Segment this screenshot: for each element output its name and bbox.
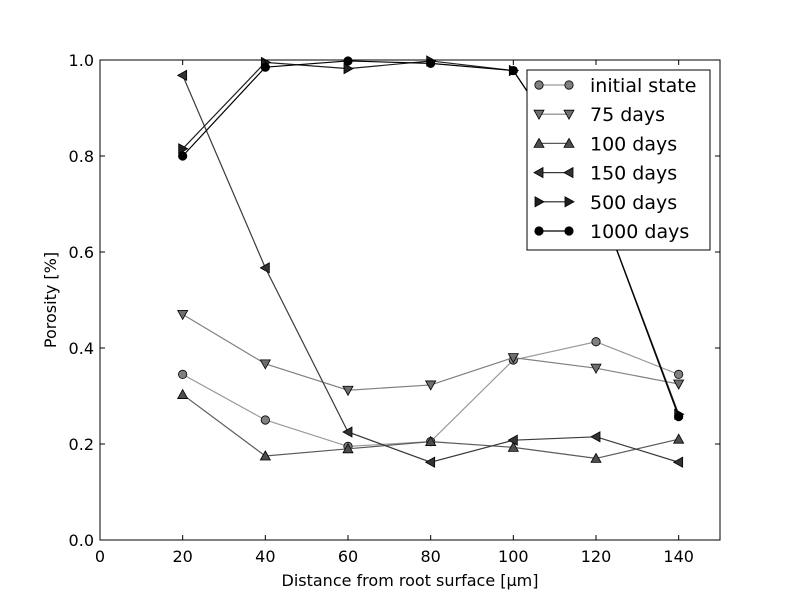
legend-marker [533, 166, 544, 179]
data-point [178, 143, 189, 155]
y-tick-label: 0.4 [69, 339, 94, 358]
legend-label: 75 days [590, 104, 665, 126]
data-point [424, 456, 436, 468]
x-tick-label: 20 [172, 547, 192, 566]
legend-entry: 500 days [534, 192, 677, 214]
data-point [672, 433, 685, 444]
legend-marker [563, 109, 575, 121]
y-tick-label: 0.0 [69, 531, 94, 550]
data-point [260, 415, 270, 425]
legend-label: 1000 days [590, 221, 689, 243]
data-point [342, 426, 353, 438]
x-tick-label: 0 [95, 547, 105, 566]
data-point [176, 309, 189, 321]
y-tick-label: 0.2 [69, 435, 94, 454]
data-point [259, 359, 272, 370]
legend-marker [563, 137, 575, 148]
data-point [178, 151, 188, 161]
data-point [342, 385, 354, 397]
legend-entry: 100 days [533, 133, 677, 155]
data-point [178, 369, 188, 379]
series-4 [176, 69, 684, 468]
legend-marker [564, 196, 575, 208]
data-point [424, 435, 437, 447]
legend-marker [534, 226, 544, 236]
y-tick-label: 0.8 [69, 147, 94, 166]
legend-label: 100 days [590, 133, 677, 155]
data-point [424, 380, 437, 391]
x-axis-label: Distance from root surface [μm] [282, 571, 539, 590]
legend-marker [534, 196, 545, 208]
x-tick-label: 60 [338, 547, 358, 566]
legend-label: initial state [590, 75, 696, 97]
legend: initial state 75 days 100 days 150 days 500 … [526, 69, 711, 251]
data-point [342, 442, 354, 454]
series-3 [176, 388, 685, 463]
y-tick-label: 0.6 [69, 243, 94, 262]
data-point [259, 450, 272, 461]
data-point [507, 441, 520, 452]
data-point [672, 379, 685, 390]
x-tick-label: 120 [581, 547, 612, 566]
data-point [508, 65, 518, 76]
data-point [507, 353, 520, 364]
data-point [507, 434, 518, 446]
data-point [672, 456, 684, 468]
legend-entry: initial state [534, 75, 696, 97]
legend-box [526, 69, 711, 251]
x-tick-label: 100 [498, 547, 529, 566]
y-axis-label: Porosity [%] [41, 252, 60, 348]
legend-marker [533, 137, 545, 148]
data-point [590, 431, 601, 443]
legend-marker [534, 80, 544, 90]
legend-label: 150 days [590, 163, 677, 185]
data-point [343, 62, 354, 75]
tick-layer: 0 20 40 60 80 100 120 140 0.0 0.2 0.4 0.6 0.8 1.0 [69, 51, 720, 566]
data-point [674, 369, 684, 379]
x-tick-label: 140 [663, 547, 694, 566]
data-point [590, 452, 602, 463]
plot-frame [99, 59, 721, 541]
data-point [590, 363, 602, 374]
legend-entry: 75 days [533, 104, 665, 126]
legend-marker [533, 109, 545, 121]
legend-marker [564, 80, 574, 90]
y-tick-label: 1.0 [69, 51, 94, 70]
data-point [591, 337, 601, 347]
series-2 [176, 309, 685, 397]
legend-marker [563, 166, 574, 179]
legend-entry: 150 days [533, 163, 677, 185]
x-tick-label: 40 [255, 547, 275, 566]
data-point [176, 388, 189, 399]
legend-marker [564, 226, 574, 236]
legend-label: 500 days [590, 192, 677, 214]
x-tick-label: 80 [420, 547, 440, 566]
data-point [259, 262, 270, 274]
legend-entry: 1000 days [534, 221, 689, 243]
data-point [674, 412, 684, 422]
data-point [176, 69, 188, 82]
